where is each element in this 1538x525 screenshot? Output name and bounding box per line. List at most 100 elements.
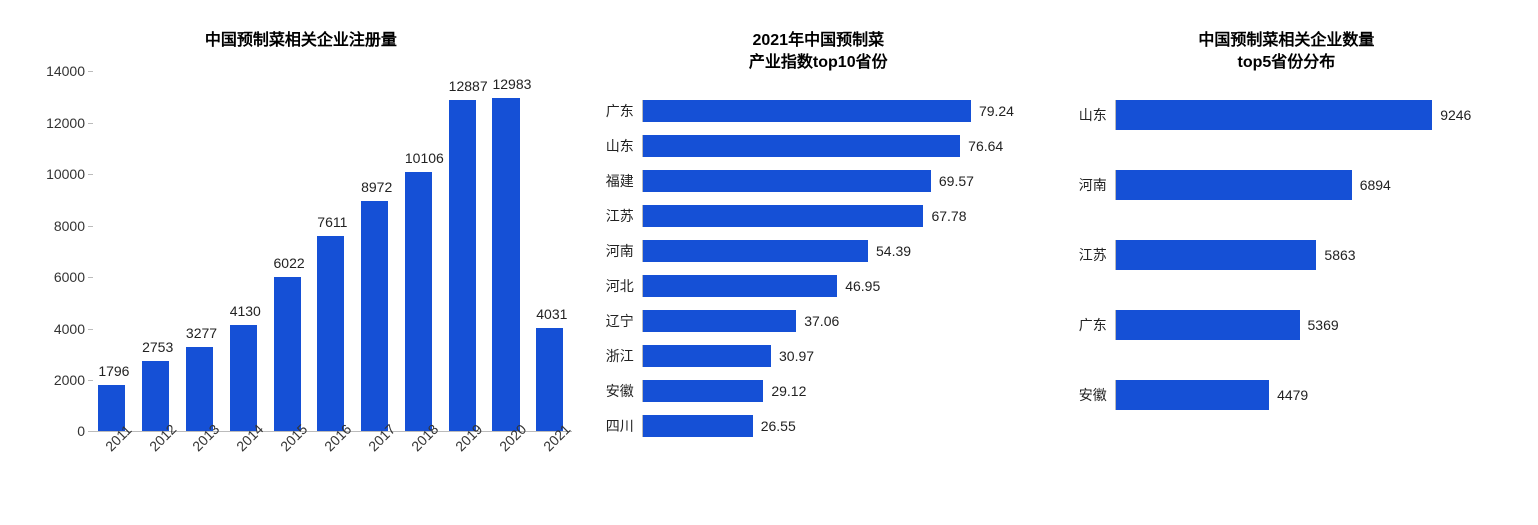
bar: 9246 (1116, 100, 1432, 130)
bar-value-label: 29.12 (763, 383, 806, 399)
bar: 29.12 (643, 380, 764, 402)
hbar-track: 37.06 (642, 310, 995, 332)
bar: 4479 (1116, 380, 1269, 410)
hbar-track: 79.24 (642, 100, 995, 122)
hbar-row: 江苏5863 (1115, 240, 1458, 270)
y-tick: 12000 (25, 115, 85, 131)
bar: 12983 (492, 98, 519, 432)
bar-value-label: 12983 (492, 76, 519, 92)
hbar-category-label: 四川 (587, 416, 642, 436)
hbar-category-label: 广东 (587, 101, 642, 121)
hbar-row: 安徽4479 (1115, 380, 1458, 410)
hbar-row: 河北46.95 (642, 275, 995, 297)
hbar-row: 辽宁37.06 (642, 310, 995, 332)
bar: 69.57 (643, 170, 931, 192)
bar-value-label: 30.97 (771, 348, 814, 364)
bar: 8972 (361, 201, 388, 432)
hbar-row: 江苏67.78 (642, 205, 995, 227)
hbar-track: 26.55 (642, 415, 995, 437)
bar-value-label: 1796 (98, 363, 125, 379)
bar-value-label: 4031 (536, 306, 563, 322)
chart-registrations: 中国预制菜相关企业注册量 020004000600080001000012000… (20, 30, 582, 495)
hbar-track: 76.64 (642, 135, 995, 157)
hbar-category-label: 山东 (587, 136, 642, 156)
y-tick: 4000 (25, 321, 85, 337)
bar: 7611 (317, 236, 344, 432)
bar: 4130 (230, 325, 257, 431)
hbar-category-label: 辽宁 (587, 311, 642, 331)
bar: 5863 (1116, 240, 1317, 270)
bar: 12887 (449, 100, 476, 431)
hbar-track: 69.57 (642, 170, 995, 192)
bar: 54.39 (643, 240, 868, 262)
bar-value-label: 2753 (142, 339, 169, 355)
bar-value-label: 46.95 (837, 278, 880, 294)
bar-value-label: 79.24 (971, 103, 1014, 119)
hbar-category-label: 安徽 (587, 381, 642, 401)
hbar-track: 4479 (1115, 380, 1458, 410)
hbar-category-label: 福建 (587, 171, 642, 191)
hbar-track: 5369 (1115, 310, 1458, 340)
bar: 37.06 (643, 310, 796, 332)
bar-value-label: 37.06 (796, 313, 839, 329)
hbar-row: 福建69.57 (642, 170, 995, 192)
hbar-track: 6894 (1115, 170, 1458, 200)
hbar-row: 山东9246 (1115, 100, 1458, 130)
y-tick: 2000 (25, 372, 85, 388)
hbar-category-label: 浙江 (587, 346, 642, 366)
bar-value-label: 4479 (1269, 387, 1308, 403)
y-tick: 10000 (25, 166, 85, 182)
hbar-category-label: 江苏 (587, 206, 642, 226)
chart2-plot: 广东79.24山东76.64福建69.57江苏67.78河南54.39河北46.… (582, 100, 1055, 437)
chart3-plot: 山东9246河南6894江苏5863广东5369安徽4479 (1055, 100, 1518, 410)
bar-value-label: 4130 (230, 303, 257, 319)
chart-top10-index: 2021年中国预制菜 产业指数top10省份 广东79.24山东76.64福建6… (582, 30, 1055, 495)
hbar-category-label: 广东 (1060, 315, 1115, 335)
bar-value-label: 3277 (186, 325, 213, 341)
bar-value-label: 5863 (1316, 247, 1355, 263)
hbar-row: 浙江30.97 (642, 345, 995, 367)
bar: 67.78 (643, 205, 924, 227)
bar-value-label: 12887 (449, 78, 476, 94)
bar: 6894 (1116, 170, 1352, 200)
bar-value-label: 26.55 (753, 418, 796, 434)
bar-value-label: 6022 (274, 255, 301, 271)
hbar-row: 河南6894 (1115, 170, 1458, 200)
bar: 46.95 (643, 275, 837, 297)
y-tick: 0 (25, 423, 85, 439)
bar: 76.64 (643, 135, 960, 157)
bar: 79.24 (643, 100, 971, 122)
bar: 4031 (536, 328, 563, 432)
hbar-row: 广东79.24 (642, 100, 995, 122)
bar-value-label: 7611 (317, 214, 344, 230)
y-tick: 14000 (25, 63, 85, 79)
bar: 5369 (1116, 310, 1300, 340)
y-tick: 6000 (25, 269, 85, 285)
hbar-category-label: 河北 (587, 276, 642, 296)
bar-value-label: 8972 (361, 179, 388, 195)
hbar-track: 67.78 (642, 205, 995, 227)
bar-value-label: 69.57 (931, 173, 974, 189)
hbar-track: 5863 (1115, 240, 1458, 270)
hbar-track: 29.12 (642, 380, 995, 402)
hbar-row: 四川26.55 (642, 415, 995, 437)
hbar-category-label: 山东 (1060, 105, 1115, 125)
hbar-track: 46.95 (642, 275, 995, 297)
bar: 10106 (405, 172, 432, 432)
bar-value-label: 76.64 (960, 138, 1003, 154)
bar: 26.55 (643, 415, 753, 437)
chart3-title: 中国预制菜相关企业数量 top5省份分布 (1055, 30, 1518, 75)
hbar-category-label: 江苏 (1060, 245, 1115, 265)
hbar-category-label: 河南 (1060, 175, 1115, 195)
hbar-track: 9246 (1115, 100, 1458, 130)
bar: 30.97 (643, 345, 771, 367)
chart2-title: 2021年中国预制菜 产业指数top10省份 (582, 30, 1055, 75)
bar-value-label: 6894 (1352, 177, 1391, 193)
hbar-category-label: 安徽 (1060, 385, 1115, 405)
hbar-row: 山东76.64 (642, 135, 995, 157)
bar-value-label: 9246 (1432, 107, 1471, 123)
bar: 2753 (142, 361, 169, 432)
chart1-title: 中国预制菜相关企业注册量 (20, 30, 582, 52)
bar: 3277 (186, 347, 213, 431)
hbar-track: 54.39 (642, 240, 995, 262)
